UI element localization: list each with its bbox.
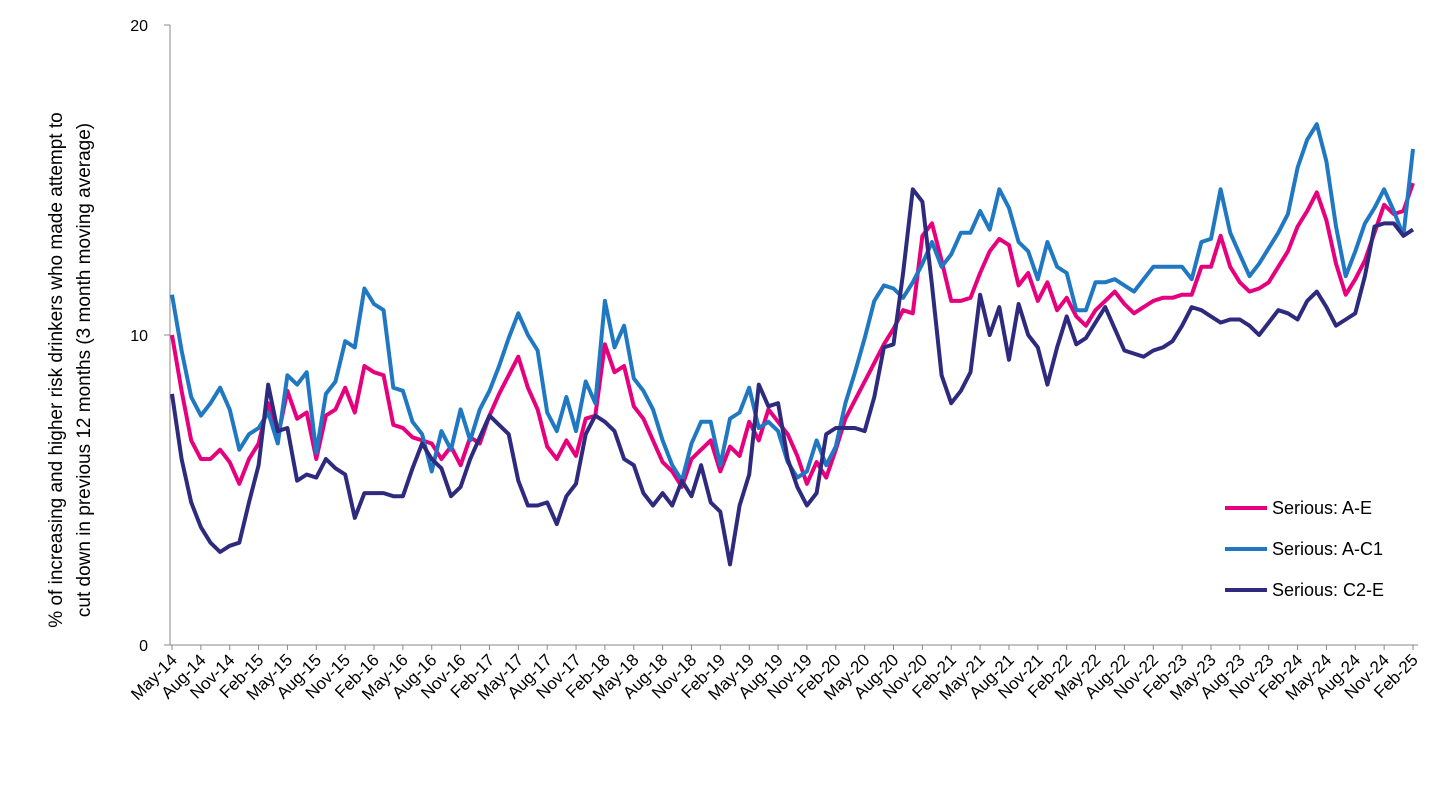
legend-label: Serious: A-E (1272, 498, 1372, 518)
legend-label: Serious: C2-E (1272, 580, 1384, 600)
y-tick-label: 20 (130, 18, 148, 35)
y-axis-label: % of increasing and higher risk drinkers… (46, 112, 67, 627)
y-tick-label: 10 (130, 328, 148, 345)
series-line (170, 182, 1415, 489)
series-line (170, 122, 1415, 483)
legend-label: Serious: A-C1 (1272, 539, 1383, 559)
y-tick-label: 0 (139, 638, 148, 655)
series-line (170, 187, 1415, 567)
y-axis-label: cut down in previous 12 months (3 month … (74, 123, 95, 617)
